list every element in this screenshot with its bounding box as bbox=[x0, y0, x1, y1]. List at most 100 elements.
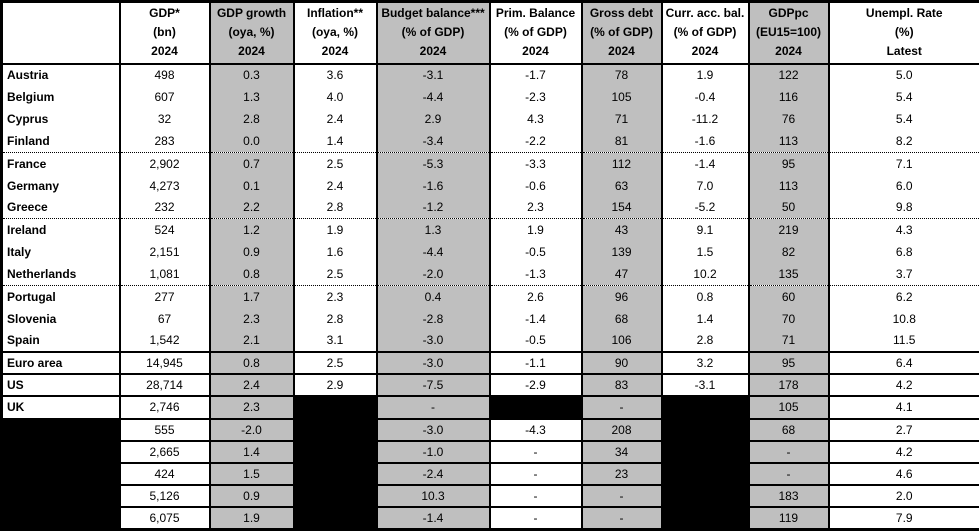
column-header-gdp-per-capita: GDPpc (EU15=100) 2024 bbox=[747, 1, 830, 65]
cell-gdp-per-capita: 219 bbox=[747, 218, 830, 241]
column-header-line: GDP growth bbox=[216, 6, 287, 21]
cell-gross-debt: - bbox=[580, 485, 663, 509]
cell-unemployment-rate: 6.0 bbox=[827, 174, 979, 197]
cell-redacted bbox=[292, 396, 378, 420]
cell-budget-balance: -7.5 bbox=[375, 374, 491, 398]
cell-current-account-balance: 1.5 bbox=[660, 241, 750, 264]
cell-primary-balance: -4.3 bbox=[488, 418, 583, 442]
cell-budget-balance: -1.6 bbox=[375, 174, 491, 197]
cell-redacted bbox=[660, 462, 750, 487]
cell-gdp-growth: -2.0 bbox=[208, 418, 295, 442]
cell-gdp-per-capita: 95 bbox=[747, 351, 830, 376]
cell-budget-balance: 1.3 bbox=[375, 218, 491, 241]
column-header-line: (% of GDP) bbox=[590, 25, 653, 40]
table-row: 2,665 1.4 -1.0-34-4.2 bbox=[0, 440, 979, 464]
cell-gdp: 5,126 bbox=[118, 485, 211, 509]
column-header-line: (% of GDP) bbox=[673, 25, 737, 40]
column-header-line: (oya, %) bbox=[311, 25, 358, 40]
cell-gdp-growth: 1.5 bbox=[208, 462, 295, 487]
column-header-gdp: GDP* (bn) 2024 bbox=[118, 1, 211, 65]
column-header-line: Budget balance*** bbox=[381, 6, 485, 21]
column-header-line: (%) bbox=[894, 25, 914, 40]
cell-primary-balance: - bbox=[488, 440, 583, 464]
cell-gdp: 283 bbox=[118, 130, 211, 153]
cell-gdp-growth: 2.3 bbox=[208, 396, 295, 420]
row-label: UK bbox=[0, 396, 121, 420]
cell-gdp-growth: 0.8 bbox=[208, 351, 295, 376]
row-label: Greece bbox=[0, 196, 121, 220]
cell-current-account-balance: 1.4 bbox=[660, 307, 750, 330]
column-header-gdp-growth: GDP growth (oya, %) 2024 bbox=[208, 1, 295, 65]
row-label-redacted bbox=[0, 462, 121, 487]
cell-redacted bbox=[660, 440, 750, 464]
column-header-line: 2024 bbox=[419, 44, 447, 59]
column-header-line: GDPpc bbox=[768, 6, 809, 21]
row-label: Portugal bbox=[0, 285, 121, 308]
cell-budget-balance: -3.4 bbox=[375, 130, 491, 153]
cell-inflation: 2.8 bbox=[292, 196, 378, 220]
cell-gdp-per-capita: 60 bbox=[747, 285, 830, 308]
table-row: Italy 2,151 0.9 1.6 -4.4 -0.5 139 1.5 82 6.8 bbox=[0, 241, 979, 264]
column-header-line: Latest bbox=[886, 44, 922, 59]
row-label: Netherlands bbox=[0, 263, 121, 286]
cell-unemployment-rate: 7.1 bbox=[827, 152, 979, 175]
cell-gross-debt: - bbox=[580, 396, 663, 420]
cell-gross-debt: 83 bbox=[580, 374, 663, 398]
cell-inflation: 2.5 bbox=[292, 263, 378, 286]
cell-gross-debt: 34 bbox=[580, 440, 663, 464]
cell-gdp-per-capita: 70 bbox=[747, 307, 830, 330]
cell-gdp-growth: 2.3 bbox=[208, 307, 295, 330]
cell-unemployment-rate: 7.9 bbox=[827, 507, 979, 530]
cell-unemployment-rate: 10.8 bbox=[827, 307, 979, 330]
cell-budget-balance: 0.4 bbox=[375, 285, 491, 308]
row-label: Finland bbox=[0, 130, 121, 153]
cell-inflation: 4.0 bbox=[292, 85, 378, 108]
cell-gdp-per-capita: - bbox=[747, 440, 830, 464]
cell-unemployment-rate: 4.1 bbox=[827, 396, 979, 420]
cell-primary-balance: -0.5 bbox=[488, 241, 583, 264]
cell-unemployment-rate: 6.4 bbox=[827, 351, 979, 376]
column-header-line: Curr. acc. bal. bbox=[665, 6, 745, 21]
cell-primary-balance: - bbox=[488, 485, 583, 509]
cell-gdp-growth: 1.3 bbox=[208, 85, 295, 108]
column-header-line: 2024 bbox=[321, 44, 349, 59]
cell-gdp-per-capita: 76 bbox=[747, 107, 830, 131]
column-header-line: 2024 bbox=[522, 44, 549, 59]
header-row: GDP* (bn) 2024 GDP growth (oya, %) 2024 Inflat… bbox=[0, 1, 979, 65]
cell-gdp-per-capita: 119 bbox=[747, 507, 830, 530]
cell-gross-debt: 78 bbox=[580, 63, 663, 86]
cell-gdp: 1,542 bbox=[118, 329, 211, 353]
cell-gdp-growth: 2.8 bbox=[208, 107, 295, 131]
column-header-line: Gross debt bbox=[589, 6, 654, 21]
cell-unemployment-rate: 3.7 bbox=[827, 263, 979, 286]
column-header-line: GDP* bbox=[149, 6, 180, 21]
cell-unemployment-rate: 5.4 bbox=[827, 85, 979, 108]
column-header-line: (bn) bbox=[153, 25, 176, 40]
row-label: US bbox=[0, 374, 121, 398]
cell-gdp-per-capita: 105 bbox=[747, 396, 830, 420]
table-row: Austria 498 0.3 3.6 -3.1 -1.7 78 1.9 122 5.0 bbox=[0, 63, 979, 86]
cell-current-account-balance: -3.1 bbox=[660, 374, 750, 398]
cell-budget-balance: -2.8 bbox=[375, 307, 491, 330]
column-header-line: 2024 bbox=[691, 44, 719, 59]
column-header-line: Prim. Balance bbox=[495, 6, 576, 21]
cell-primary-balance: -0.6 bbox=[488, 174, 583, 197]
cell-gdp-growth: 1.4 bbox=[208, 440, 295, 464]
cell-budget-balance: -1.2 bbox=[375, 196, 491, 220]
cell-inflation: 1.6 bbox=[292, 241, 378, 264]
row-label: Germany bbox=[0, 174, 121, 197]
cell-budget-balance: 2.9 bbox=[375, 107, 491, 131]
row-label-redacted bbox=[0, 507, 121, 530]
cell-gross-debt: 112 bbox=[580, 152, 663, 175]
cell-gdp-growth: 1.7 bbox=[208, 285, 295, 308]
table-row: Slovenia 67 2.3 2.8 -2.8 -1.4 68 1.4 70 10.8 bbox=[0, 307, 979, 330]
cell-gdp-per-capita: 82 bbox=[747, 241, 830, 264]
cell-primary-balance: -0.5 bbox=[488, 329, 583, 353]
cell-gdp-per-capita: 122 bbox=[747, 63, 830, 86]
cell-inflation: 2.4 bbox=[292, 174, 378, 197]
cell-primary-balance: 2.6 bbox=[488, 285, 583, 308]
cell-gross-debt: 154 bbox=[580, 196, 663, 220]
cell-gdp-per-capita: - bbox=[747, 462, 830, 487]
column-header-line: 2024 bbox=[238, 44, 265, 59]
